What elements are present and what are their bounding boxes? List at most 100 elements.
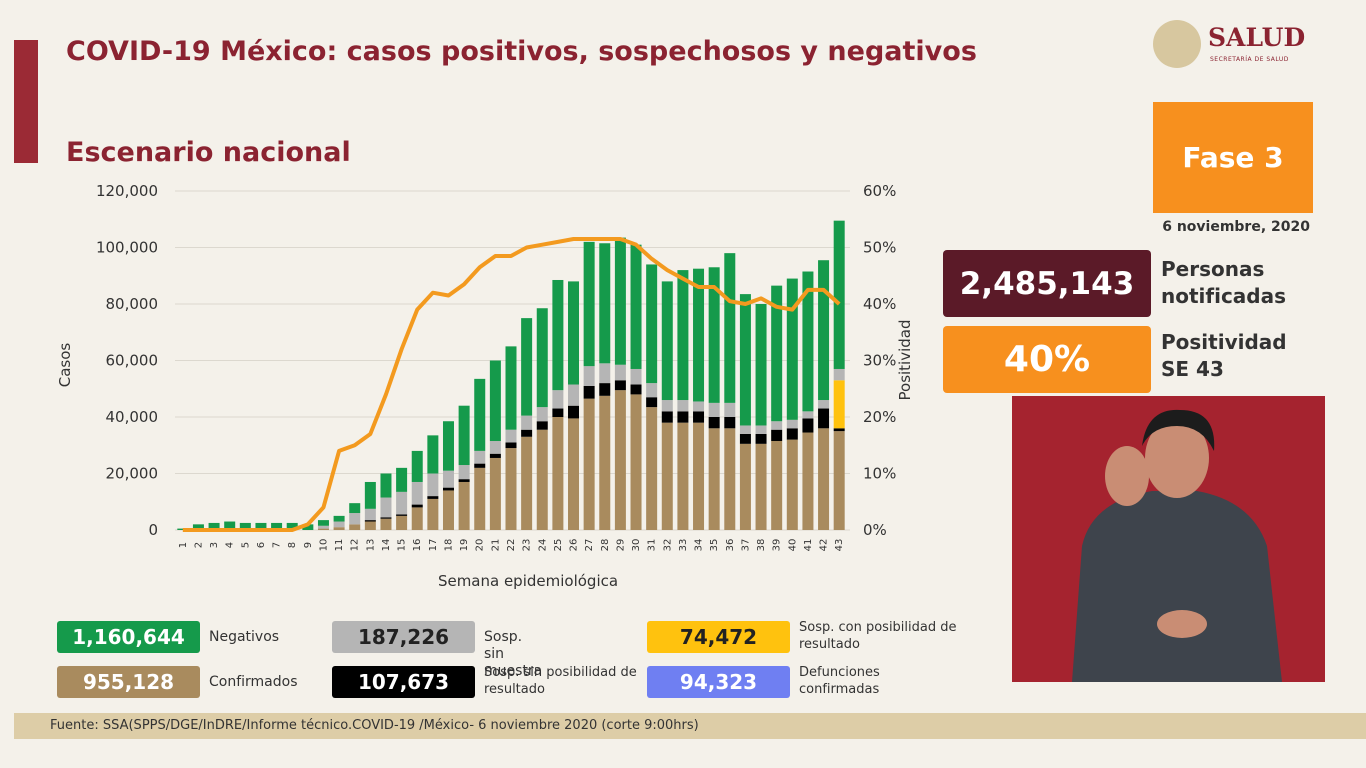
bar-segment xyxy=(708,417,720,429)
date: 6 noviembre, 2020 xyxy=(1162,219,1310,235)
x-tick-label: 36 xyxy=(725,539,736,552)
bar-segment xyxy=(474,378,486,451)
y-tick-label: 120,000 xyxy=(96,182,158,200)
bar-segment xyxy=(474,463,486,468)
bar-segment xyxy=(568,281,580,385)
bar-segment xyxy=(818,428,830,530)
x-tick-label: 3 xyxy=(209,542,220,548)
x-tick-label: 32 xyxy=(662,539,673,552)
x-tick-label: 38 xyxy=(756,539,767,552)
bar-segment xyxy=(755,304,767,426)
logo: SALUD xyxy=(1208,23,1306,52)
bar-segment xyxy=(724,428,736,530)
legend-label: Sosp. sin posibilidad de resultado xyxy=(484,665,637,697)
x-tick-label: 18 xyxy=(443,539,454,552)
bar-segment xyxy=(271,522,283,530)
bar-segment xyxy=(364,481,376,509)
bar-segment xyxy=(442,487,454,491)
bar-segment xyxy=(630,394,642,530)
bar-segment xyxy=(505,429,517,443)
bar-segment xyxy=(349,513,361,525)
x-tick-label: 27 xyxy=(584,539,595,552)
x-tick-label: 12 xyxy=(350,539,361,552)
y-tick-label: 60,000 xyxy=(106,352,159,370)
bar-segment xyxy=(286,522,298,530)
bar-segment xyxy=(802,418,814,433)
y-tick-label: 0 xyxy=(148,521,158,539)
deaths-total: 94,323 xyxy=(647,666,790,698)
bar-segment xyxy=(724,417,736,429)
bar-segment xyxy=(489,453,501,458)
bar-segment xyxy=(302,524,314,530)
footer: Fuente: SSA(SPPS/DGE/InDRE/Informe técni… xyxy=(14,713,1366,739)
x-tick-label: 20 xyxy=(475,539,486,552)
x-tick-label: 16 xyxy=(412,539,423,552)
bar-segment xyxy=(224,521,236,530)
bar-segment xyxy=(427,496,439,499)
bar-segment xyxy=(364,508,376,521)
bar-segment xyxy=(724,253,736,403)
bar-segment xyxy=(458,465,470,480)
y-tick-label: 80,000 xyxy=(106,295,159,313)
y-tick-label: 100,000 xyxy=(96,239,158,257)
bar-segment xyxy=(552,279,564,391)
legend-total: 955,128 xyxy=(57,666,200,698)
bar-segment xyxy=(380,518,392,530)
x-tick-label: 43 xyxy=(834,539,845,552)
x-tick-label: 14 xyxy=(381,539,392,552)
bar-segment xyxy=(661,400,673,412)
bar-segment xyxy=(786,439,798,530)
y2-tick-label: 0% xyxy=(863,521,887,539)
bar-segment xyxy=(442,490,454,530)
bar-segment xyxy=(458,481,470,530)
x-tick-label: 25 xyxy=(553,539,564,552)
bar-segment xyxy=(818,408,830,429)
bar-segment xyxy=(583,398,595,530)
bar-segment xyxy=(677,270,689,401)
bar-segment xyxy=(630,244,642,369)
bar-segment xyxy=(474,467,486,530)
bar-segment xyxy=(458,479,470,482)
bar-segment xyxy=(755,433,767,444)
bar-segment xyxy=(614,390,626,530)
x-tick-label: 28 xyxy=(600,539,611,552)
legend-total: 74,472 xyxy=(647,621,790,653)
bar-segment xyxy=(568,405,580,419)
bar-segment xyxy=(583,385,595,399)
legend-label: Confirmados xyxy=(209,674,298,690)
bar-segment xyxy=(599,243,611,364)
y2-tick-label: 10% xyxy=(863,465,896,483)
bar-segment xyxy=(739,443,751,530)
bar-segment xyxy=(708,428,720,530)
bar-segment xyxy=(536,421,548,430)
bar-segment xyxy=(364,521,376,530)
bar-segment xyxy=(771,285,783,422)
bar-segment xyxy=(427,435,439,474)
y2-tick-label: 40% xyxy=(863,295,896,313)
bar-segment xyxy=(583,366,595,386)
x-tick-label: 6 xyxy=(256,542,267,548)
bar-segment xyxy=(380,473,392,498)
bar-segment xyxy=(802,432,814,530)
bar-segment xyxy=(677,400,689,412)
bar-segment xyxy=(505,346,517,430)
bar-segment xyxy=(380,517,392,519)
bar-segment xyxy=(192,524,204,530)
title: COVID-19 México: casos positivos, sospec… xyxy=(66,36,977,67)
notified-box: 2,485,143 xyxy=(943,250,1151,317)
bar-segment xyxy=(755,425,767,434)
bar-segment xyxy=(317,525,329,529)
subtitle: Escenario nacional xyxy=(66,137,351,168)
bar-segment xyxy=(208,522,220,530)
bar-segment xyxy=(521,318,533,416)
bar-segment xyxy=(442,470,454,488)
bar-segment xyxy=(255,522,267,530)
bar-segment xyxy=(552,408,564,417)
bar-segment xyxy=(536,407,548,422)
bar-segment xyxy=(458,405,470,466)
bar-segment xyxy=(411,450,423,482)
bar-segment xyxy=(693,411,705,423)
y2-tick-label: 60% xyxy=(863,182,896,200)
legend-label: Sosp. sin muestra xyxy=(484,629,543,679)
bar-segment xyxy=(833,431,845,530)
